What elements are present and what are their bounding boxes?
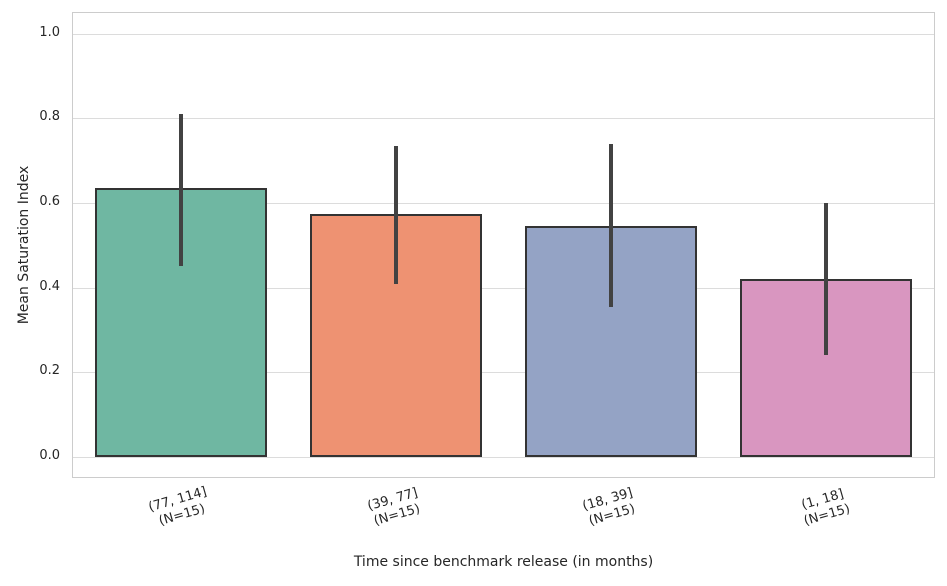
gridline (73, 372, 934, 373)
y-tick-label: 0.6 (39, 194, 60, 209)
gridline (73, 34, 934, 35)
error-bar (824, 203, 828, 355)
bar (740, 279, 912, 457)
x-axis-label: Time since benchmark release (in months) (353, 554, 654, 570)
error-bar (609, 144, 613, 307)
gridline (73, 118, 934, 119)
y-axis-ticks: 0.0 0.2 0.4 0.6 0.8 1.0 (0, 0, 62, 586)
y-tick-label: 1.0 (39, 25, 60, 40)
gridline (73, 457, 934, 458)
x-tick-label: (18, 39] (N=15) (580, 485, 637, 529)
error-bar (179, 114, 183, 266)
y-tick-label: 0.2 (39, 363, 60, 378)
gridline (73, 203, 934, 204)
y-tick-label: 0.4 (39, 279, 60, 294)
x-tick-label: (39, 77] (N=15) (365, 485, 422, 529)
gridline (73, 288, 934, 289)
plot-area (72, 12, 935, 478)
y-tick-label: 0.0 (39, 448, 60, 463)
bar (525, 226, 697, 457)
y-tick-label: 0.8 (39, 109, 60, 124)
x-tick-label: (77, 114] (N=15) (146, 484, 209, 529)
x-tick-label: (1, 18] (N=15) (799, 486, 852, 529)
error-bar (394, 146, 398, 284)
